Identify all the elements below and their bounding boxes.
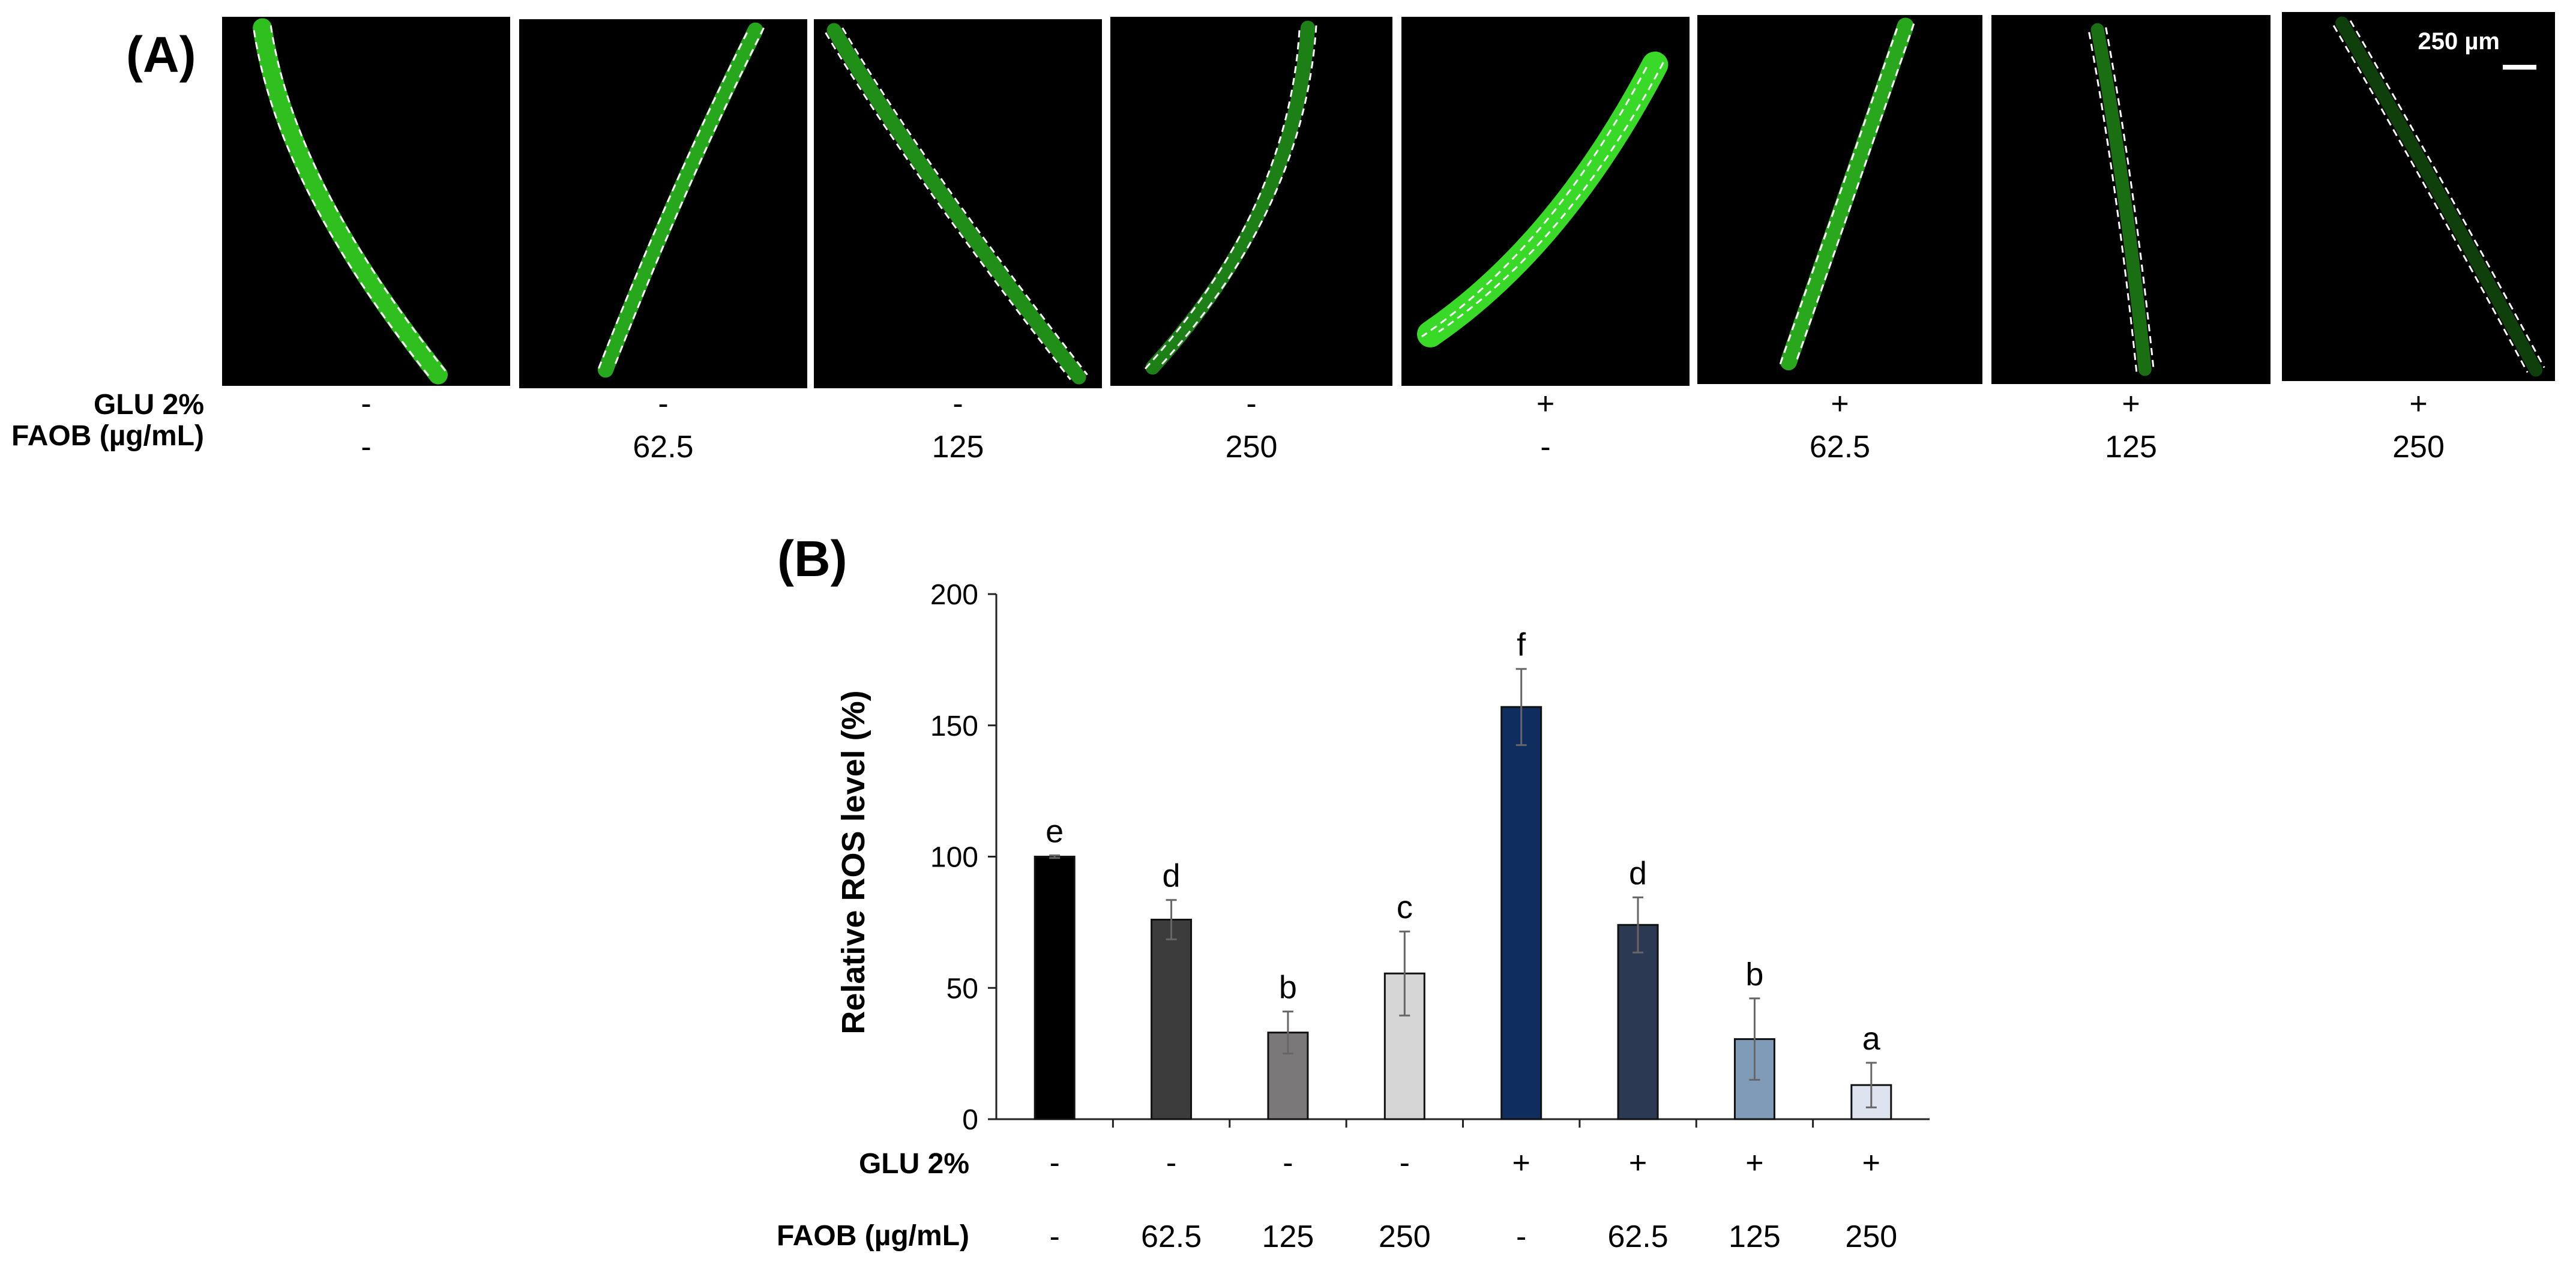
worm-fluorescence xyxy=(2090,23,2152,376)
worm-outline-right xyxy=(269,25,448,373)
worm-outline-right xyxy=(2105,27,2155,367)
worm-outline-right xyxy=(2349,20,2545,368)
faob-condition-label: 125 xyxy=(1729,1219,1781,1254)
significance-letter: d xyxy=(1163,858,1181,894)
micrograph-panel: +62.5 xyxy=(1697,15,1982,464)
worm-fluorescence xyxy=(1417,51,1669,347)
significance-letter: f xyxy=(1517,627,1526,663)
faob-condition-label: 125 xyxy=(1262,1219,1314,1254)
micrograph-background xyxy=(519,19,807,388)
glu-condition-label: + xyxy=(1536,386,1554,421)
significance-letter: b xyxy=(1745,957,1763,993)
micrograph-panel: +- xyxy=(1401,17,1690,464)
faob-condition-label: 250 xyxy=(2392,430,2445,464)
significance-letter: c xyxy=(1397,889,1413,925)
y-tick-label: 200 xyxy=(930,579,978,611)
y-tick-label: 0 xyxy=(962,1104,978,1136)
glu-condition-label: - xyxy=(361,386,371,421)
worm-outline-left xyxy=(1779,28,1898,365)
bar xyxy=(1850,1084,1892,1120)
glu-condition-label: - xyxy=(952,386,963,421)
significance-letter: d xyxy=(1629,855,1647,891)
significance-letter: e xyxy=(1046,813,1064,849)
faob-condition-label: 62.5 xyxy=(1141,1219,1202,1254)
worm-outline-left xyxy=(2332,25,2529,373)
faob-condition-label: 250 xyxy=(1379,1219,1431,1254)
faob-condition-label: - xyxy=(1050,1219,1060,1254)
worm-outline-right xyxy=(841,27,1088,376)
bar xyxy=(1500,706,1542,1120)
bar xyxy=(1034,856,1076,1120)
glu-condition-label: + xyxy=(2122,386,2140,421)
worm-outline-left xyxy=(596,32,748,373)
worm-outline-left xyxy=(1143,30,1301,371)
micrograph-background xyxy=(1110,17,1392,386)
worm-outline-right xyxy=(1160,25,1317,366)
glu-condition-label: + xyxy=(1512,1146,1530,1180)
worm-fluorescence xyxy=(2335,16,2543,377)
glu-condition-label: + xyxy=(1831,386,1849,421)
panel-a-label: (A) xyxy=(126,26,196,83)
micrograph-panel: +125 xyxy=(1991,15,2271,464)
glu-condition-label: - xyxy=(1400,1146,1410,1180)
faob-condition-label: 250 xyxy=(1226,430,1278,464)
panel-b-label: (B) xyxy=(777,530,847,587)
faob-condition-label: 250 xyxy=(1845,1219,1897,1254)
scale-bar xyxy=(2503,65,2536,70)
faob-condition-label: 125 xyxy=(2105,430,2157,464)
faob-condition-label: 125 xyxy=(932,430,984,464)
significance-letter: a xyxy=(1862,1021,1881,1057)
micrograph-panel: - 62.5 xyxy=(519,19,807,464)
worm-outline-left xyxy=(2088,32,2138,372)
worm-outline-left xyxy=(253,30,431,378)
bar xyxy=(1151,919,1193,1120)
worm-fluorescence xyxy=(1145,20,1315,375)
faob-condition-label: - xyxy=(1540,430,1550,464)
glu-condition-label: + xyxy=(2409,386,2427,421)
panel-a-glu-row-label: GLU 2% xyxy=(94,389,204,421)
micrograph-panel: -- xyxy=(222,17,510,464)
worm-outline-right xyxy=(613,27,765,368)
glu-condition-label: - xyxy=(1283,1146,1293,1180)
bar-chart: 0 50 100 150 200 e - - d - 62.5 b - 125 c - 250 f + - d +62.5… xyxy=(930,579,1930,1254)
faob-condition-label: - xyxy=(1516,1219,1526,1254)
y-axis-title: Relative ROS level (%) xyxy=(835,690,871,1034)
scale-bar-label: 250 µm xyxy=(2418,28,2500,55)
glu-condition-label: - xyxy=(658,386,668,421)
worm-fluorescence xyxy=(826,23,1086,385)
micrograph-panel: - 125 xyxy=(814,19,1102,464)
panel-a-faob-row-label: FAOB (µg/mL) xyxy=(11,420,204,452)
glu-condition-label: - xyxy=(1246,386,1256,421)
chart-faob-row-label: FAOB (µg/mL) xyxy=(777,1220,969,1252)
worm-outline-left xyxy=(825,32,1071,380)
y-tick-label: 150 xyxy=(930,711,978,742)
glu-condition-label: + xyxy=(1745,1146,1763,1180)
faob-condition-label: - xyxy=(361,430,371,464)
glu-condition-label: - xyxy=(1166,1146,1176,1180)
faob-condition-label: 62.5 xyxy=(1810,430,1870,464)
bar xyxy=(1617,924,1659,1120)
micrograph-panel: +250 xyxy=(2282,12,2555,464)
faob-condition-label: 62.5 xyxy=(1607,1219,1668,1254)
significance-letter: b xyxy=(1279,970,1297,1006)
glu-condition-label: + xyxy=(1862,1146,1880,1180)
faob-condition-label: 62.5 xyxy=(633,430,693,464)
micrograph-panel: - 250 xyxy=(1110,17,1392,464)
worm-fluorescence xyxy=(598,22,763,378)
y-tick-label: 50 xyxy=(946,973,978,1005)
worm-outline-right xyxy=(1796,23,1915,360)
worm-fluorescence xyxy=(253,18,448,385)
worm-fluorescence xyxy=(1780,17,1914,371)
chart-glu-row-label: GLU 2% xyxy=(859,1148,969,1180)
y-tick-label: 100 xyxy=(930,842,978,874)
glu-condition-label: + xyxy=(1629,1146,1647,1180)
glu-condition-label: - xyxy=(1050,1146,1060,1180)
